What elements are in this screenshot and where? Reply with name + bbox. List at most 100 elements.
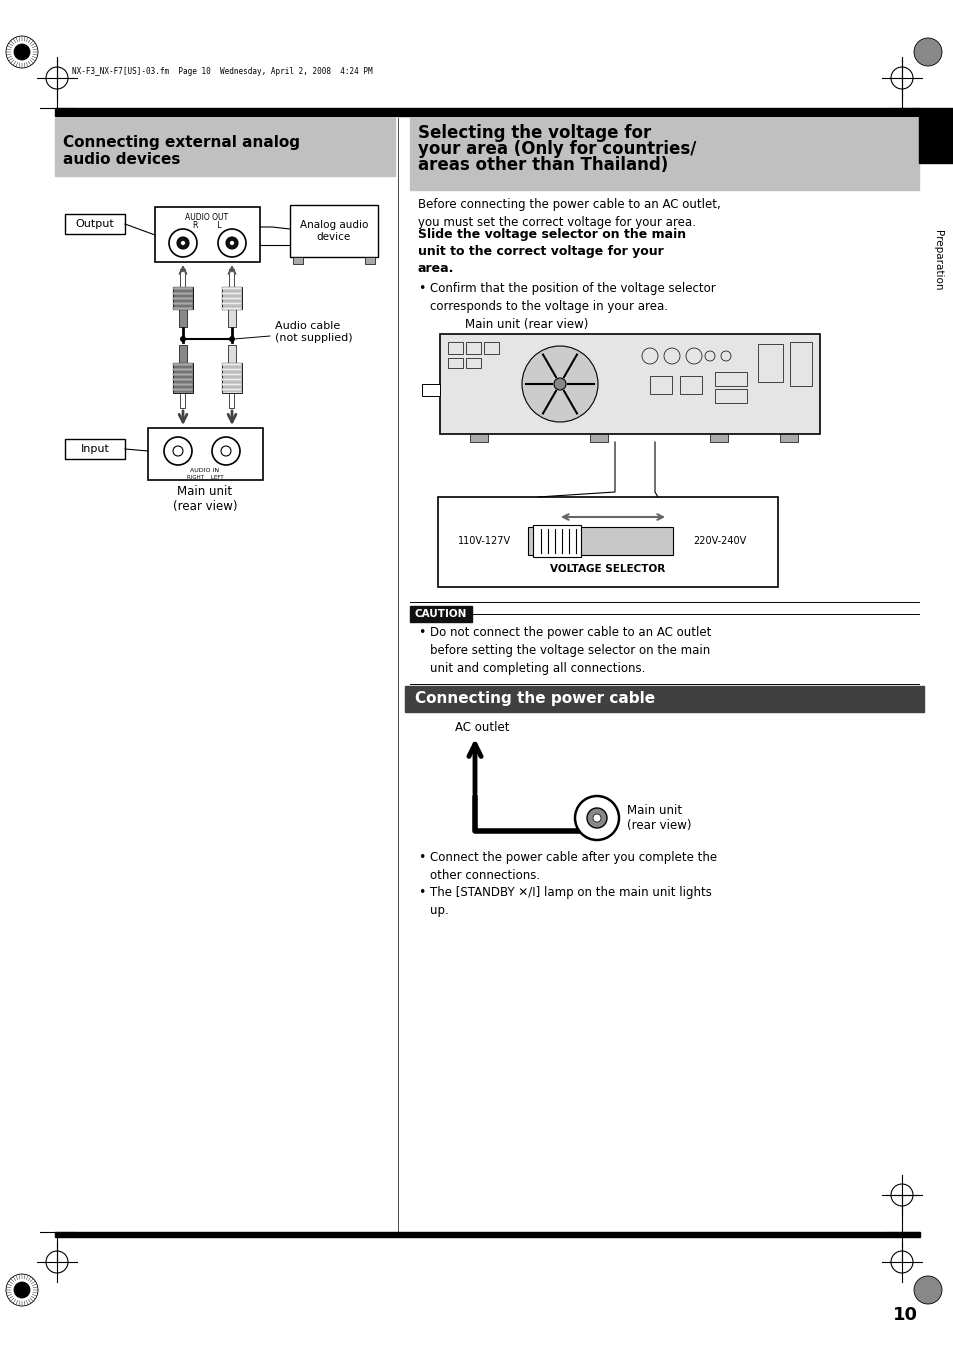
Circle shape (913, 38, 941, 66)
Bar (172, 378, 193, 381)
Bar (172, 388, 193, 390)
Bar (222, 286, 242, 309)
Text: Audio cable
(not supplied): Audio cable (not supplied) (274, 322, 353, 343)
Circle shape (913, 1275, 941, 1304)
Bar (714, 372, 746, 386)
Text: audio devices: audio devices (63, 153, 180, 168)
Bar (222, 388, 242, 390)
Circle shape (229, 336, 234, 342)
Text: Before connecting the power cable to an AC outlet,
you must set the correct volt: Before connecting the power cable to an … (417, 199, 720, 230)
Bar (172, 286, 193, 309)
Bar (172, 363, 193, 393)
Text: Main unit
(rear view): Main unit (rear view) (172, 485, 237, 513)
Bar (172, 373, 193, 376)
Circle shape (180, 336, 186, 342)
Text: R        L: R L (193, 222, 221, 230)
Bar (222, 297, 242, 300)
Text: 220V-240V: 220V-240V (692, 536, 745, 546)
Bar (465, 358, 480, 367)
Circle shape (218, 230, 246, 257)
Circle shape (14, 1282, 30, 1298)
Text: VOLTAGE SELECTOR: VOLTAGE SELECTOR (550, 563, 665, 574)
Text: your area (Only for countries/: your area (Only for countries/ (417, 141, 696, 158)
Text: •: • (417, 626, 425, 639)
Bar (789, 342, 811, 386)
Bar (172, 363, 193, 366)
Bar (589, 434, 607, 442)
Text: Do not connect the power cable to an AC outlet
before setting the voltage select: Do not connect the power cable to an AC … (430, 626, 711, 676)
Text: RIGHT    LEFT: RIGHT LEFT (187, 476, 223, 480)
Text: Selecting the voltage for: Selecting the voltage for (417, 124, 651, 142)
Text: The [STANDBY ✕/I] lamp on the main unit lights
up.: The [STANDBY ✕/I] lamp on the main unit … (430, 886, 711, 917)
Bar (154, 207, 260, 262)
Text: Connect the power cable after you complete the
other connections.: Connect the power cable after you comple… (430, 851, 717, 882)
Bar (649, 376, 671, 394)
Bar (439, 334, 820, 434)
Text: Main unit
(rear view): Main unit (rear view) (626, 804, 691, 832)
Text: Confirm that the position of the voltage selector
corresponds to the voltage in : Confirm that the position of the voltage… (430, 282, 715, 313)
Bar (421, 384, 439, 396)
Circle shape (226, 236, 237, 249)
Circle shape (169, 230, 196, 257)
Bar (180, 269, 185, 286)
Text: CAUTION: CAUTION (415, 609, 467, 619)
Bar (410, 607, 472, 621)
Circle shape (14, 45, 30, 59)
Bar (172, 286, 193, 290)
Text: 10: 10 (892, 1306, 917, 1324)
Bar (290, 205, 377, 257)
Text: Connecting the power cable: Connecting the power cable (415, 692, 655, 707)
Text: areas other than Thailand): areas other than Thailand) (417, 155, 667, 174)
Circle shape (521, 346, 598, 422)
Bar (222, 373, 242, 376)
Bar (918, 108, 953, 163)
Bar (448, 342, 462, 354)
Bar (172, 303, 193, 305)
Text: Connecting external analog: Connecting external analog (63, 135, 299, 150)
Circle shape (230, 240, 234, 246)
Bar (533, 526, 580, 557)
Bar (293, 257, 303, 263)
Bar (172, 382, 193, 386)
Bar (222, 363, 242, 366)
Bar (55, 118, 395, 176)
Bar (780, 434, 797, 442)
Bar (365, 257, 375, 263)
Bar (758, 345, 782, 382)
Bar (55, 1232, 919, 1238)
Bar (172, 307, 193, 309)
Bar (714, 389, 746, 403)
Bar (222, 286, 242, 290)
Bar (222, 382, 242, 386)
Text: •: • (417, 886, 425, 898)
Bar (222, 367, 242, 372)
Text: •: • (417, 282, 425, 295)
Text: Slide the voltage selector on the main
unit to the correct voltage for your
area: Slide the voltage selector on the main u… (417, 228, 685, 276)
Bar (405, 686, 923, 712)
Bar (172, 292, 193, 295)
Bar (470, 434, 488, 442)
Bar (65, 439, 125, 459)
Bar (179, 345, 187, 363)
Bar (228, 309, 235, 327)
Bar (230, 393, 234, 408)
Circle shape (164, 436, 192, 465)
Bar (709, 434, 727, 442)
Bar (222, 303, 242, 305)
Bar (180, 393, 185, 408)
Bar (483, 342, 498, 354)
Circle shape (575, 796, 618, 840)
Bar (465, 342, 480, 354)
Bar (228, 345, 235, 363)
Bar (172, 367, 193, 372)
Bar (448, 358, 462, 367)
Bar (148, 428, 263, 480)
Bar (410, 118, 918, 190)
Text: Input: Input (80, 444, 110, 454)
Bar (179, 309, 187, 327)
Text: AC outlet: AC outlet (455, 721, 509, 734)
Text: Preparation: Preparation (932, 230, 942, 290)
Text: Output: Output (75, 219, 114, 230)
Text: 110V-127V: 110V-127V (457, 536, 511, 546)
Text: Main unit (rear view): Main unit (rear view) (464, 317, 588, 331)
